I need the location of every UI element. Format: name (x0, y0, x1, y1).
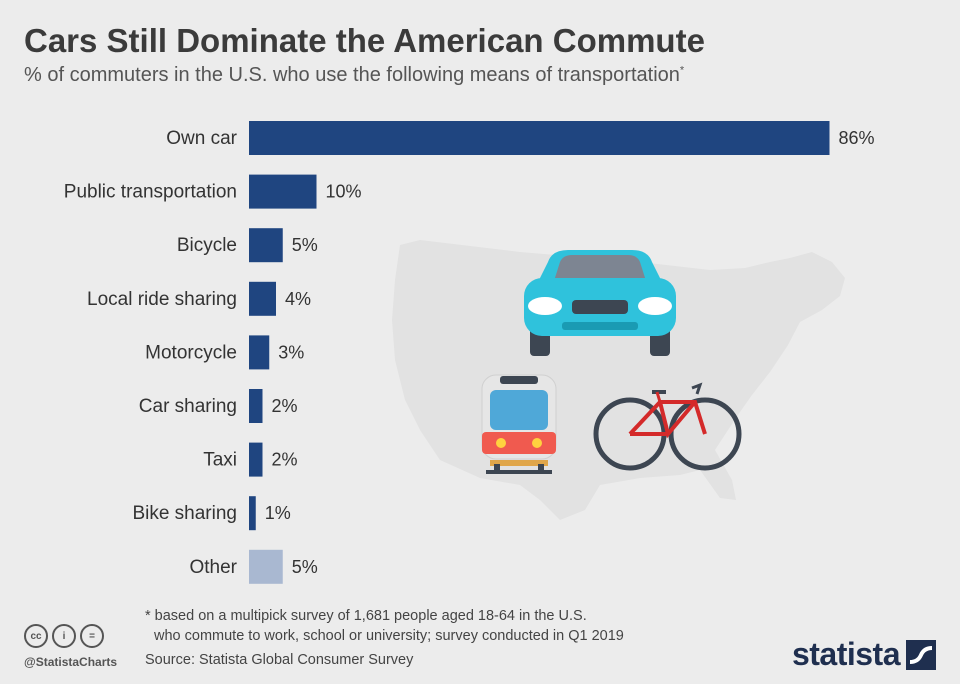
license-icons: cc i = (24, 624, 104, 648)
subtitle-text: % of commuters in the U.S. who use the f… (24, 64, 680, 86)
category-label-motorcycle: Motorcycle (145, 342, 237, 363)
bar-bicycle (249, 228, 283, 263)
category-label-own-car: Own car (166, 128, 237, 149)
chart-title: Cars Still Dominate the American Commute (24, 22, 705, 59)
value-label-public-transportation: 10% (326, 182, 362, 202)
category-label-bike-sharing: Bike sharing (132, 503, 237, 524)
train-icon (481, 374, 557, 474)
footnote-line2: who commute to work, school or universit… (154, 628, 624, 644)
brand-text: statista (791, 636, 901, 672)
creative-commons-icon: cc (24, 624, 48, 648)
bar-car-sharing (249, 389, 263, 423)
bars-layer: Own car 86% Public transportation 10% Bicycl… (64, 121, 875, 584)
bicycle-icon (593, 382, 742, 471)
statista-logo-icon (906, 639, 936, 670)
value-label-own-car: 86% (839, 128, 875, 148)
category-label-taxi: Taxi (203, 450, 237, 471)
bar-taxi (249, 442, 263, 477)
bar-own-car (249, 121, 830, 155)
bar-public-transportation (249, 174, 317, 209)
source-text: Source: Statista Global Consumer Survey (145, 652, 414, 668)
chart-subtitle: % of commuters in the U.S. who use the f… (24, 64, 684, 87)
category-label-other: Other (189, 557, 237, 578)
category-label-car-sharing: Car sharing (139, 396, 237, 417)
value-label-motorcycle: 3% (278, 342, 304, 362)
value-label-bike-sharing: 1% (265, 503, 291, 523)
category-label-public-transportation: Public transportation (64, 182, 237, 203)
footnote: * based on a multipick survey of 1,681 p… (145, 606, 745, 646)
value-label-bicycle: 5% (292, 235, 318, 255)
category-label-bicycle: Bicycle (177, 235, 237, 256)
value-label-car-sharing: 2% (272, 396, 298, 416)
value-label-taxi: 2% (272, 450, 298, 470)
statista-logo[interactable]: statista (792, 636, 936, 673)
bar-local-ride-sharing (249, 281, 276, 316)
no-derivatives-icon: = (80, 624, 104, 648)
category-label-local-ride-sharing: Local ride sharing (87, 289, 237, 310)
bar-motorcycle (249, 335, 270, 370)
twitter-handle: @StatistaCharts (24, 655, 118, 669)
attribution-icon: i (52, 624, 76, 648)
value-label-other: 5% (292, 557, 318, 577)
value-label-local-ride-sharing: 4% (285, 289, 311, 309)
car-icon (524, 250, 676, 356)
subtitle-marker: * (679, 64, 685, 77)
bar-other (249, 549, 283, 584)
bar-bike-sharing (249, 496, 256, 531)
footnote-line1: * based on a multipick survey of 1,681 p… (145, 608, 587, 624)
